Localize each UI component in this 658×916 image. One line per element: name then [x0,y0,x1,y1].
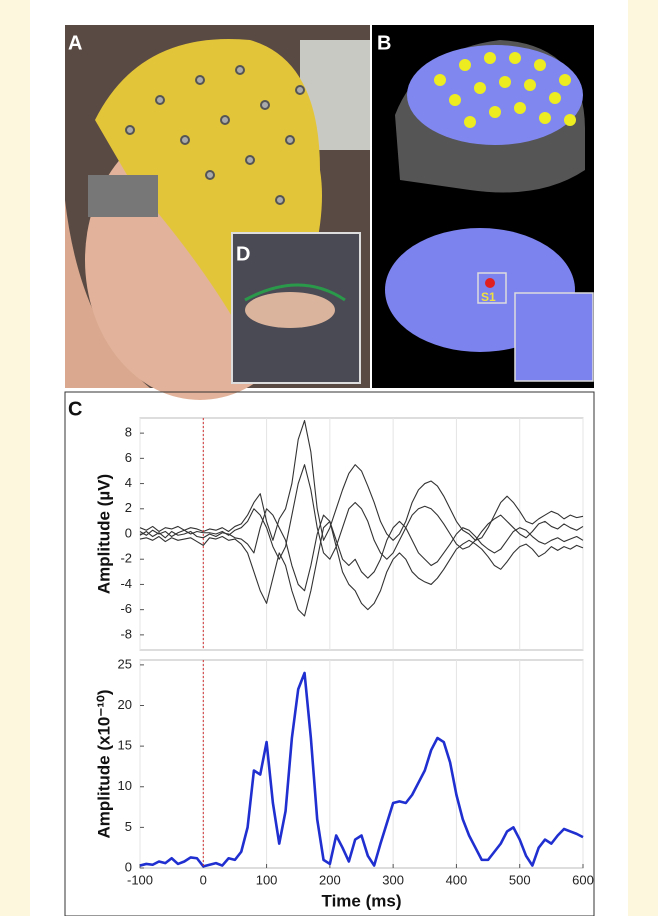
page: {"panels": {"a": "A", "b": "B", "c": "C"… [0,0,658,916]
y-axis-label: Amplitude (x10⁻¹⁰) [94,690,113,839]
x-tick-label: -100 [127,872,153,887]
panel-label: C [68,398,82,420]
figure: A B C D S1 -8 -6 -4 -2 0 2 4 6 8 Amplitude (µV) 0 5… [0,0,658,916]
y-tick-label: 10 [118,778,132,793]
y-tick-label: 8 [125,425,132,440]
plot-area [140,418,583,650]
y-tick-label: -6 [120,601,132,616]
x-tick-label: 500 [509,872,531,887]
x-tick-label: 0 [200,872,207,887]
y-tick-label: 4 [125,475,132,490]
y-tick-label: 6 [125,450,132,465]
photo-a [65,25,370,400]
panel-label: A [68,32,82,54]
y-tick-label: -4 [120,576,132,591]
y-tick-label: -8 [120,626,132,641]
x-tick-label: 200 [319,872,341,887]
y-tick-label: 0 [125,525,132,540]
y-tick-label: 15 [118,738,132,753]
x-tick-label: 300 [382,872,404,887]
panel-label: D [236,243,250,265]
y-tick-label: -2 [120,551,132,566]
panel-label: B [377,32,391,54]
model-b [372,25,594,388]
x-tick-label: 600 [572,872,594,887]
x-axis-label: Time (ms) [322,891,402,910]
y-tick-label: 5 [125,819,132,834]
region-label: S1 [481,290,496,304]
y-axis-label: Amplitude (µV) [94,474,113,594]
y-tick-label: 25 [118,656,132,671]
y-tick-label: 20 [118,697,132,712]
x-tick-label: 100 [256,872,278,887]
y-tick-label: 2 [125,500,132,515]
x-tick-label: 400 [446,872,468,887]
